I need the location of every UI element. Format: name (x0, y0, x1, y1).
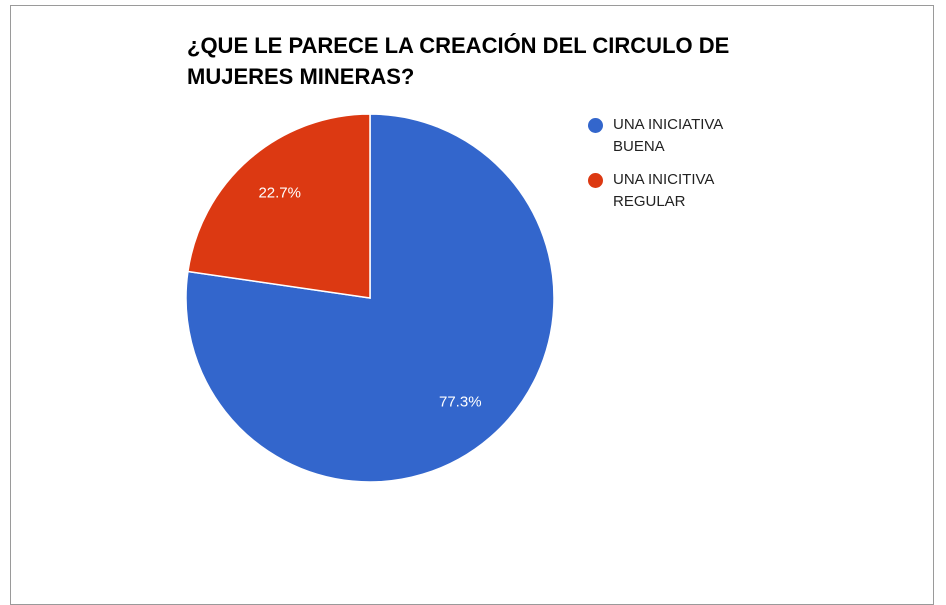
legend-label: UNA INICITIVA REGULAR (613, 171, 714, 210)
legend-label: UNA INICIATIVA BUENA (613, 116, 723, 155)
slice-label: 77.3% (439, 393, 482, 410)
pie-slice (187, 113, 371, 299)
page: ¿QUE LE PARECE LA CREACIÓN DEL CIRCULO D… (10, 5, 934, 605)
chart-title: ¿QUE LE PARECE LA CREACIÓN DEL CIRCULO D… (187, 33, 730, 89)
chart: 77.3% 22.7% (185, 113, 555, 483)
legend-swatch (588, 118, 603, 133)
legend-swatch (588, 173, 603, 188)
slice-label: 22.7% (258, 185, 301, 202)
